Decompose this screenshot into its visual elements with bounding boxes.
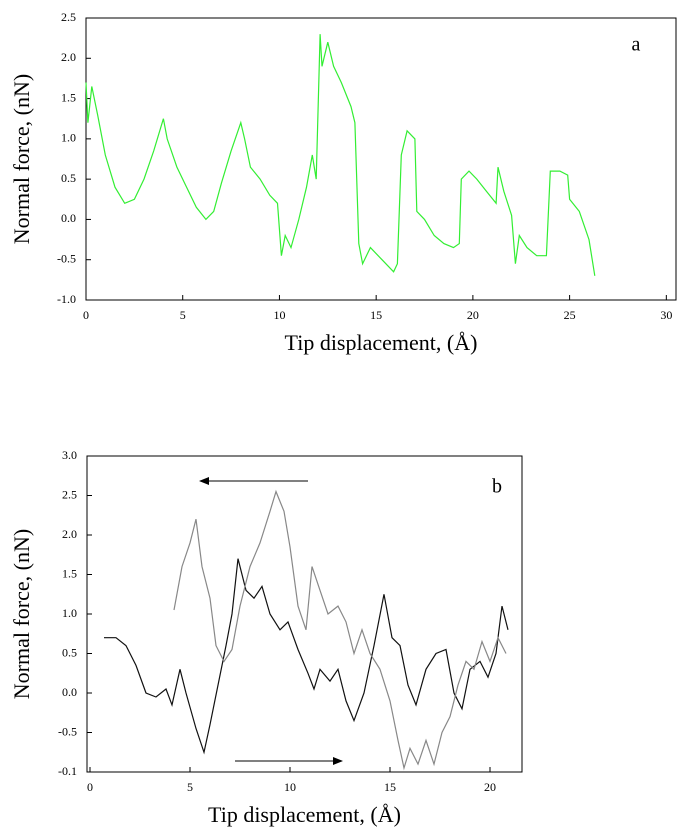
y-tick-label: 3.0 — [62, 448, 77, 462]
plot-frame — [86, 455, 523, 773]
x-axis-label: Tip displacement, (Å) — [208, 802, 401, 827]
x-tick-label: 10 — [284, 780, 296, 794]
y-tick-label: 1.5 — [62, 566, 77, 580]
y-tick-label: 0.0 — [62, 685, 77, 699]
y-tick-label: -0.5 — [58, 724, 77, 738]
y-tick-label: 0.0 — [61, 211, 76, 225]
y-tick-label: 0.5 — [61, 171, 76, 185]
y-axis-label: Normal force, (nN) — [9, 529, 34, 699]
data-line — [104, 558, 509, 755]
x-tick-label: 10 — [273, 308, 285, 322]
plot-frame — [85, 17, 677, 301]
x-axis-label: Tip displacement, (Å) — [285, 330, 478, 355]
annotation: a — [632, 34, 641, 56]
x-tick-label: 5 — [180, 308, 186, 322]
data-line — [85, 34, 596, 276]
y-tick-label: 0.5 — [62, 645, 77, 659]
data-line — [173, 489, 507, 771]
y-tick-label: 2.0 — [61, 50, 76, 64]
annotation: b — [492, 476, 502, 498]
x-tick-label: 5 — [187, 780, 193, 794]
y-tick-label: 1.0 — [61, 131, 76, 145]
y-tick-label: 2.0 — [62, 527, 77, 541]
x-tick-label: 0 — [83, 308, 89, 322]
x-tick-label: 15 — [370, 308, 382, 322]
y-tick-label: 1.5 — [61, 90, 76, 104]
x-tick-label: 30 — [660, 308, 672, 322]
y-tick-label: -0.5 — [57, 251, 76, 265]
x-tick-label: 15 — [384, 780, 396, 794]
x-tick-label: 20 — [467, 308, 479, 322]
y-tick-label: -0.1 — [58, 764, 77, 778]
y-tick-label: 2.5 — [62, 487, 77, 501]
y-tick-label: 2.5 — [61, 10, 76, 24]
y-axis-label: Normal force, (nN) — [9, 74, 34, 244]
x-tick-label: 25 — [564, 308, 576, 322]
y-tick-label: 1.0 — [62, 606, 77, 620]
x-tick-label: 20 — [484, 780, 496, 794]
y-tick-label: -1.0 — [57, 292, 76, 306]
x-tick-label: 0 — [87, 780, 93, 794]
